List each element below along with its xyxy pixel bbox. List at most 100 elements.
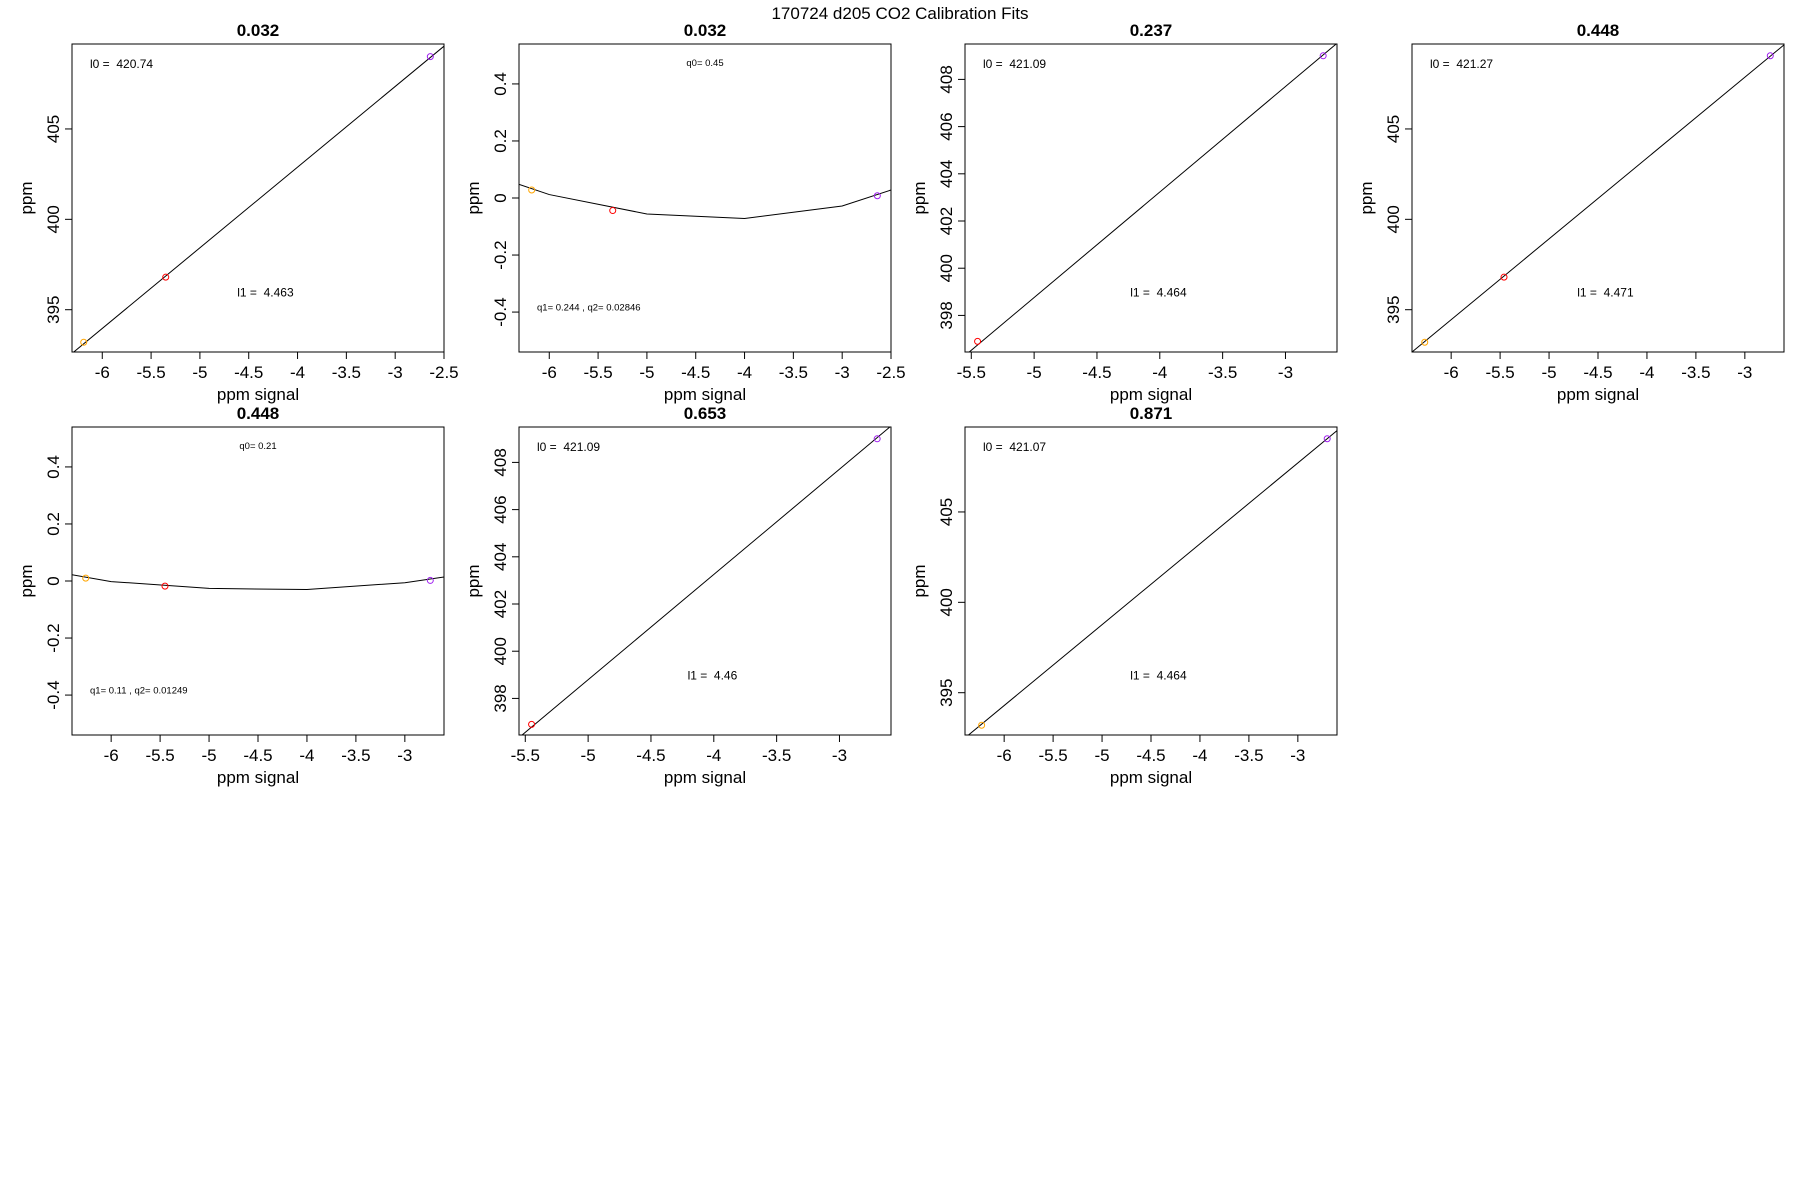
- panel: 0.032 -6 -5.5 -5 -4.5 -4 -3.5 -3 -2.5 ppm signal 3…: [17, 21, 459, 404]
- fit-line: [519, 183, 891, 220]
- fit-line: [72, 45, 444, 352]
- fit-line: [1412, 44, 1784, 352]
- x-tick-label: -3: [1737, 363, 1752, 382]
- fit-line: [968, 44, 1337, 352]
- x-tick-label: -4.5: [1583, 363, 1612, 382]
- x-tick-label: -5.5: [957, 363, 986, 382]
- fit-line: [72, 574, 444, 591]
- x-tick-label: -3.5: [341, 746, 370, 765]
- x-axis-label: ppm signal: [664, 385, 746, 404]
- y-tick-label: 0.4: [44, 455, 63, 479]
- y-axis-label: ppm: [910, 181, 929, 214]
- data-point: [1323, 435, 1331, 443]
- panel: 0.653 -5.5 -5 -4.5 -4 -3.5 -3 ppm signal 398 400 4…: [464, 404, 892, 787]
- x-tick-label: -3: [388, 363, 403, 382]
- y-tick-label: 400: [937, 254, 956, 282]
- panel: 0.237 -5.5 -5 -4.5 -4 -3.5 -3 ppm signal 398 400 4…: [910, 21, 1338, 404]
- x-tick-label: -3.5: [1208, 363, 1237, 382]
- x-tick-label: -4.5: [1136, 746, 1165, 765]
- data-point: [974, 337, 982, 345]
- fit-line: [521, 427, 891, 735]
- x-tick-label: -5: [1541, 363, 1556, 382]
- plot-box: [71, 43, 445, 353]
- x-tick-label: -2.5: [429, 363, 458, 382]
- panel: 0.448 -6 -5.5 -5 -4.5 -4 -3.5 -3 ppm signal -0.4 -…: [17, 404, 445, 787]
- x-axis-label: ppm signal: [664, 768, 746, 787]
- data-point: [161, 582, 169, 590]
- y-tick-label: 0.2: [44, 512, 63, 536]
- annotation: q1= 0.11 , q2= 0.01249: [90, 685, 188, 696]
- annotation: l0 = 421.09: [537, 440, 600, 454]
- panel: 0.871 -6 -5.5 -5 -4.5 -4 -3.5 -3 ppm signal 395 40…: [910, 404, 1338, 787]
- x-tick-label: -4.5: [1082, 363, 1111, 382]
- data-point: [1766, 52, 1774, 60]
- y-tick-label: 404: [937, 160, 956, 188]
- x-tick-label: -3: [835, 363, 850, 382]
- x-tick-label: -3: [1278, 363, 1293, 382]
- data-point: [82, 574, 90, 582]
- x-tick-label: -6: [542, 363, 557, 382]
- x-tick-label: -5.5: [136, 363, 165, 382]
- data-point: [609, 207, 617, 215]
- x-tick-label: -6: [104, 746, 119, 765]
- y-tick-label: -0.2: [491, 240, 510, 269]
- annotation: l0 = 421.09: [983, 57, 1046, 71]
- x-tick-label: -3.5: [762, 746, 791, 765]
- y-tick-label: 0: [491, 193, 510, 202]
- y-tick-label: 405: [44, 115, 63, 143]
- x-tick-label: -2.5: [876, 363, 905, 382]
- y-axis-label: ppm: [1357, 181, 1376, 214]
- x-axis-label: ppm signal: [1557, 385, 1639, 404]
- y-tick-label: 400: [937, 588, 956, 616]
- annotation: q0= 0.21: [239, 441, 276, 452]
- data-point: [426, 53, 434, 61]
- x-tick-label: -4: [1192, 746, 1207, 765]
- fit-line: [967, 430, 1337, 735]
- annotation: q1= 0.244 , q2= 0.02846: [537, 302, 641, 313]
- x-axis-label: ppm signal: [217, 768, 299, 787]
- x-tick-label: -4: [290, 363, 305, 382]
- x-tick-label: -4: [299, 746, 314, 765]
- y-tick-label: -0.4: [491, 297, 510, 326]
- panel-title: 0.237: [1130, 21, 1173, 40]
- y-tick-label: 404: [491, 543, 510, 571]
- y-tick-label: 0: [44, 576, 63, 585]
- data-point: [528, 186, 536, 194]
- x-tick-label: -4: [737, 363, 752, 382]
- y-tick-label: 405: [937, 498, 956, 526]
- y-tick-label: 402: [491, 590, 510, 618]
- x-tick-label: -3: [397, 746, 412, 765]
- x-axis-label: ppm signal: [1110, 768, 1192, 787]
- x-tick-label: -3.5: [779, 363, 808, 382]
- y-axis-label: ppm: [17, 181, 36, 214]
- data-point: [1421, 338, 1429, 346]
- x-tick-label: -6: [997, 746, 1012, 765]
- y-tick-label: 406: [491, 495, 510, 523]
- y-tick-label: 400: [1384, 205, 1403, 233]
- x-tick-label: -3.5: [1681, 363, 1710, 382]
- figure-title: 170724 d205 CO2 Calibration Fits: [771, 4, 1028, 23]
- panel-title: 0.448: [237, 404, 280, 423]
- data-point: [528, 720, 536, 728]
- y-axis-label: ppm: [910, 564, 929, 597]
- y-tick-label: -0.2: [44, 623, 63, 652]
- y-tick-label: -0.4: [44, 680, 63, 709]
- y-tick-label: 395: [1384, 296, 1403, 324]
- annotation: l1 = 4.463: [237, 286, 294, 300]
- annotation: q0= 0.45: [686, 58, 723, 69]
- x-tick-label: -5.5: [145, 746, 174, 765]
- y-tick-label: 400: [44, 205, 63, 233]
- x-tick-label: -5: [1094, 746, 1109, 765]
- y-axis-label: ppm: [17, 564, 36, 597]
- data-point: [162, 273, 170, 281]
- data-point: [1319, 52, 1327, 60]
- x-tick-label: -5.5: [511, 746, 540, 765]
- panel-title: 0.871: [1130, 404, 1173, 423]
- x-tick-label: -5.5: [583, 363, 612, 382]
- y-axis-label: ppm: [464, 564, 483, 597]
- x-tick-label: -5: [201, 746, 216, 765]
- y-tick-label: 0.2: [491, 129, 510, 153]
- y-tick-label: 398: [491, 684, 510, 712]
- x-tick-label: -4: [1152, 363, 1167, 382]
- data-point: [80, 338, 88, 346]
